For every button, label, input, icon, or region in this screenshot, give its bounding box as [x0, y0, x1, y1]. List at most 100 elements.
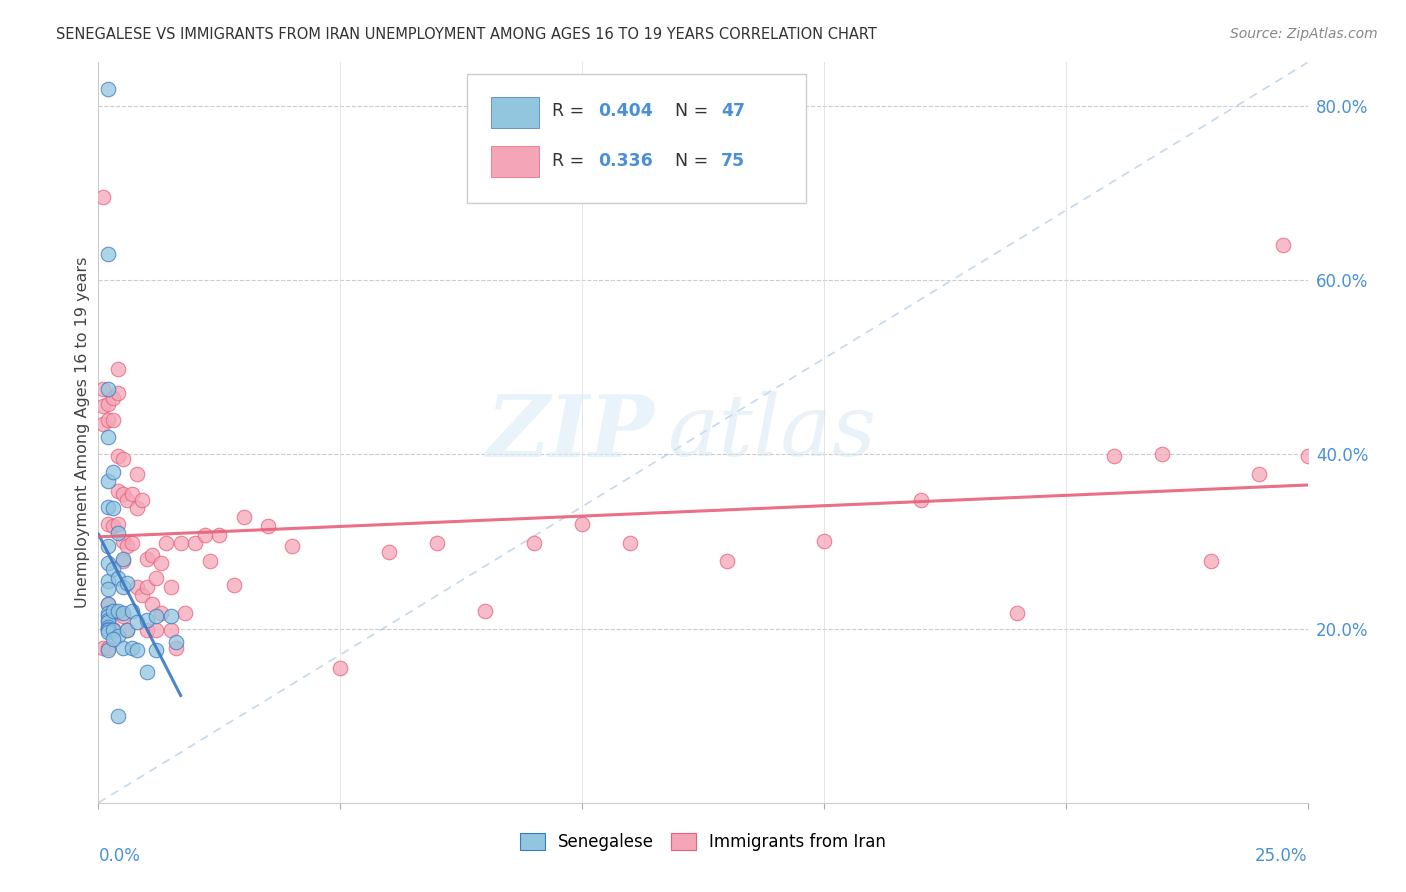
Text: 25.0%: 25.0%	[1256, 847, 1308, 865]
Point	[111, 554, 134, 568]
Point	[97, 624, 120, 638]
Point	[174, 606, 197, 620]
Point	[127, 467, 149, 481]
Point	[107, 525, 129, 540]
Point	[127, 643, 149, 657]
Point	[208, 527, 231, 541]
Point	[107, 483, 129, 498]
Point	[101, 624, 124, 638]
Point	[91, 190, 114, 204]
Point	[101, 465, 124, 479]
Point	[222, 578, 245, 592]
Point	[1249, 467, 1271, 481]
Point	[910, 492, 932, 507]
Y-axis label: Unemployment Among Ages 16 to 19 years: Unemployment Among Ages 16 to 19 years	[75, 257, 90, 608]
Point	[91, 417, 114, 431]
Point	[198, 554, 221, 568]
Point	[426, 536, 449, 550]
Point	[165, 634, 187, 648]
Point	[135, 580, 157, 594]
Point	[160, 580, 183, 594]
Point	[127, 615, 149, 629]
Point	[97, 574, 120, 588]
Text: 75: 75	[721, 152, 745, 169]
Text: N =: N =	[675, 152, 714, 169]
Point	[111, 552, 134, 566]
Point	[101, 604, 124, 618]
Point	[97, 640, 120, 655]
Point	[1152, 447, 1174, 461]
Point	[145, 608, 167, 623]
Point	[97, 539, 120, 553]
Point	[194, 527, 217, 541]
Point	[145, 571, 167, 585]
Text: Source: ZipAtlas.com: Source: ZipAtlas.com	[1230, 27, 1378, 41]
Point	[107, 449, 129, 463]
Point	[111, 606, 134, 620]
FancyBboxPatch shape	[492, 97, 538, 128]
Point	[97, 622, 120, 636]
Point	[523, 536, 546, 550]
Point	[101, 518, 124, 533]
Point	[121, 640, 143, 655]
Point	[97, 517, 120, 532]
Point	[107, 604, 129, 618]
Point	[97, 556, 120, 570]
Point	[169, 536, 191, 550]
Point	[111, 534, 134, 549]
Point	[107, 386, 129, 401]
Point	[111, 451, 134, 466]
Point	[107, 362, 129, 376]
Text: SENEGALESE VS IMMIGRANTS FROM IRAN UNEMPLOYMENT AMONG AGES 16 TO 19 YEARS CORREL: SENEGALESE VS IMMIGRANTS FROM IRAN UNEMP…	[56, 27, 877, 42]
Point	[117, 624, 139, 638]
Point	[107, 571, 129, 585]
Point	[97, 582, 120, 597]
Point	[97, 606, 120, 620]
Point	[111, 486, 134, 500]
Point	[377, 545, 399, 559]
Point	[97, 247, 120, 261]
Point	[160, 624, 183, 638]
Point	[135, 665, 157, 680]
Point	[117, 539, 139, 553]
Point	[97, 81, 120, 95]
Point	[101, 622, 124, 636]
Point	[101, 632, 124, 646]
Point	[127, 580, 149, 594]
Point	[111, 640, 134, 655]
Point	[131, 589, 153, 603]
Point	[97, 625, 120, 640]
Point	[135, 613, 157, 627]
Text: ZIP: ZIP	[486, 391, 655, 475]
Point	[619, 536, 641, 550]
Point	[101, 391, 124, 405]
Point	[97, 397, 120, 411]
Point	[97, 430, 120, 444]
Text: N =: N =	[675, 102, 714, 120]
Point	[141, 597, 163, 611]
Point	[160, 608, 183, 623]
Point	[1007, 606, 1029, 620]
Text: atlas: atlas	[666, 392, 876, 474]
Text: 0.404: 0.404	[598, 102, 652, 120]
Point	[1199, 554, 1222, 568]
Point	[107, 606, 129, 620]
Point	[97, 620, 120, 634]
Point	[97, 615, 120, 629]
Text: R =: R =	[551, 102, 589, 120]
Point	[111, 608, 134, 623]
Point	[150, 606, 173, 620]
Point	[1272, 238, 1295, 252]
Point	[91, 640, 114, 655]
FancyBboxPatch shape	[492, 146, 538, 178]
Point	[121, 604, 143, 618]
Point	[107, 708, 129, 723]
Point	[1102, 449, 1125, 463]
Point	[474, 604, 496, 618]
Point	[135, 624, 157, 638]
Point	[155, 536, 177, 550]
Point	[97, 500, 120, 514]
Point	[117, 576, 139, 591]
Point	[97, 382, 120, 396]
Point	[107, 629, 129, 643]
